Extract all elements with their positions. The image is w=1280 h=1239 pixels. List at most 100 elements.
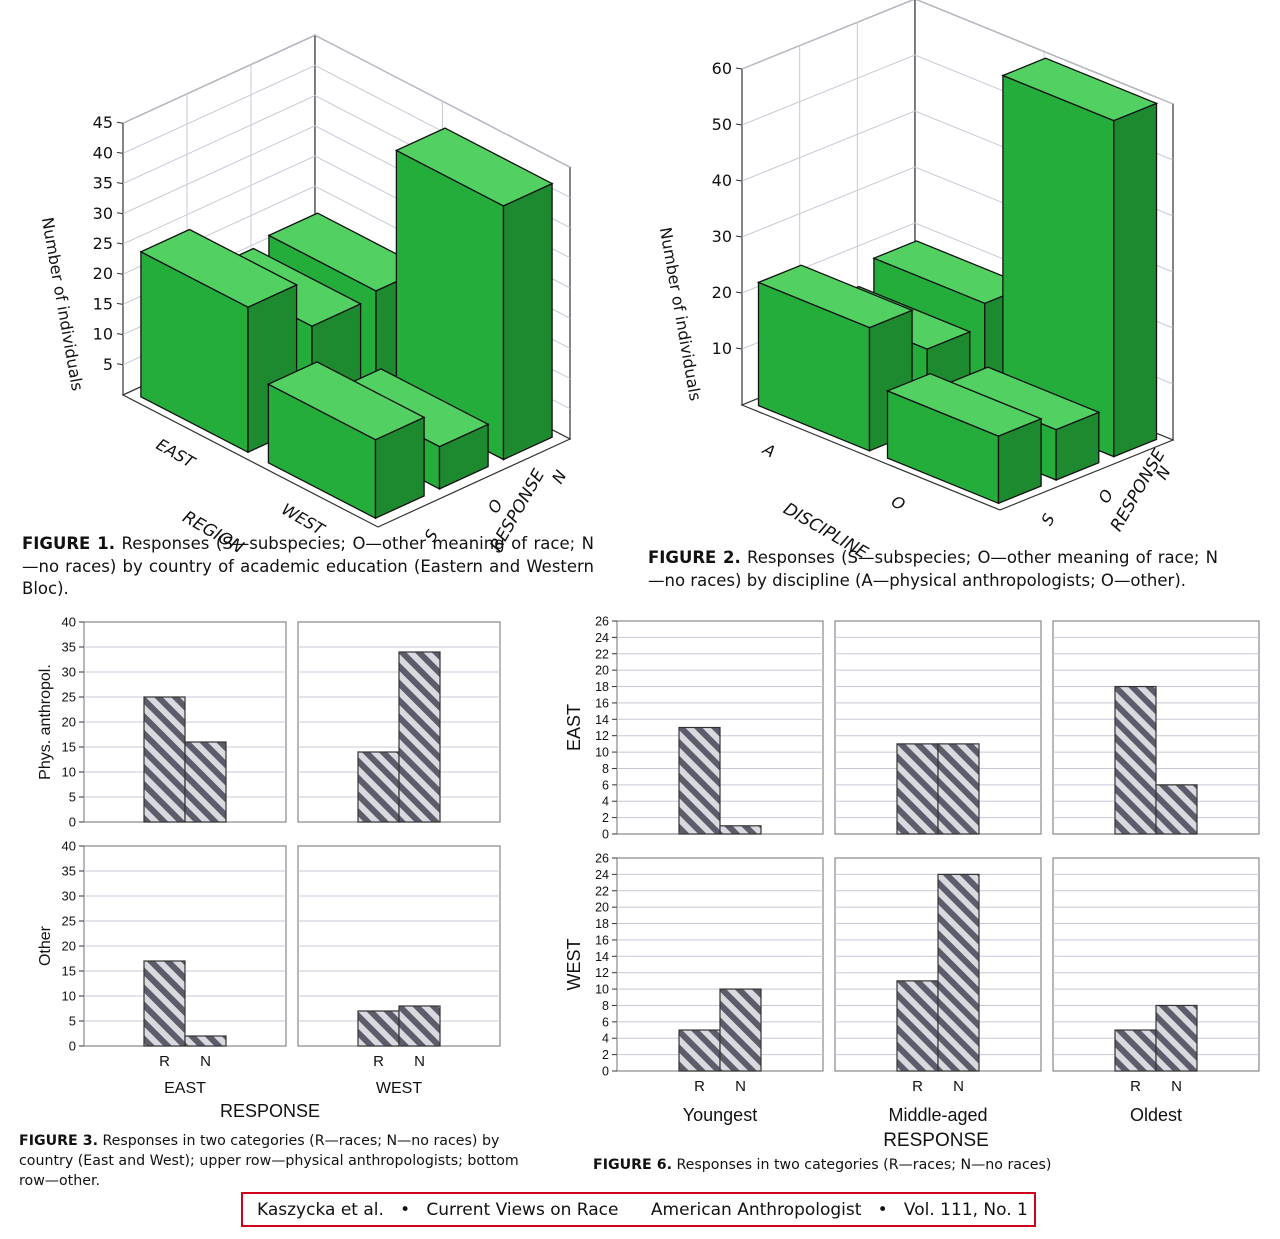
fig3-ytick-label: 15: [62, 964, 76, 979]
figure-2-text: Responses (S—subspecies; O—other meaning…: [648, 548, 1219, 590]
fig6-bar-R: [896, 743, 939, 835]
fig6-ytick-label: 10: [595, 746, 609, 760]
fig6-bar-N: [1155, 784, 1198, 835]
fig2-z-tick-label: S: [1037, 510, 1059, 528]
fig6-ytick-label: 14: [595, 713, 609, 727]
fig1-ytick: [116, 242, 124, 245]
fig1-ytick: [116, 363, 124, 366]
fig1-ytick-label: 15: [93, 294, 113, 313]
fig6-bar-N: [719, 825, 762, 835]
fig6-ytick-label: 0: [602, 1065, 609, 1079]
fig3-ytick-label: 30: [62, 889, 76, 904]
fig3-ytick-label: 10: [62, 765, 76, 780]
fig3-ytick-label: 20: [62, 939, 76, 954]
fig3-ytick-label: 35: [62, 864, 76, 879]
fig6-x-category-label: R: [694, 1078, 705, 1095]
fig2-ytick: [735, 179, 743, 182]
fig3-x-category-label: R: [159, 1053, 170, 1070]
figure-1-text: Responses (S—subspecies; O—other meaning…: [22, 534, 595, 598]
fig3-ytick-label: 25: [62, 914, 76, 929]
fig6-bar-R: [1114, 1029, 1157, 1072]
fig2-ytick-label: 40: [712, 171, 732, 190]
fig3-ytick-label: 0: [69, 1039, 76, 1054]
footer-authors: Kaszycka et al.: [257, 1199, 384, 1220]
fig6-ytick-label: 14: [595, 950, 609, 964]
fig2-y-axis-label: Number of individuals: [656, 226, 705, 402]
fig6-x-category-label: R: [912, 1078, 923, 1095]
fig3-panel: [79, 621, 287, 823]
fig6-ytick-label: 2: [602, 1048, 609, 1062]
fig6-ytick-label: 18: [595, 680, 609, 694]
fig6-bar-N: [937, 743, 980, 835]
fig1-bar-side: [502, 182, 553, 461]
fig2-bar-top: [756, 264, 914, 329]
fig1-ytick: [116, 302, 124, 305]
fig1-chart: [116, 34, 572, 528]
fig3-x-category-label: N: [414, 1053, 425, 1070]
fig6-row-label: EAST: [564, 704, 584, 751]
citation-footer: Kaszycka et al. • Current Views on Race …: [241, 1192, 1036, 1227]
fig1-y-axis-label: Number of individuals: [38, 216, 87, 392]
fig6-ytick-label: 26: [595, 615, 609, 629]
fig2-bar: [756, 264, 914, 452]
fig6-panel: [612, 620, 824, 835]
footer-volume: Vol. 111, No. 1: [903, 1199, 1028, 1220]
fig3-ytick-label: 10: [62, 989, 76, 1004]
fig6-bar-N: [1155, 1004, 1198, 1072]
fig2-x-tick-label: A: [759, 439, 779, 461]
fig3-panel: [297, 621, 501, 823]
fig1-x-tick-label: EAST: [153, 435, 199, 473]
fig6-col-label: Middle-aged: [888, 1105, 987, 1125]
fig2-ytick-label: 50: [712, 115, 732, 134]
fig1-ytick-label: 45: [93, 113, 113, 132]
figure-6-caption: FIGURE 6. Responses in two categories (R…: [593, 1155, 1153, 1175]
fig3-col-label: EAST: [164, 1080, 206, 1097]
fig1-ytick: [116, 121, 124, 124]
fig1-ytick-label: 40: [93, 143, 113, 162]
fig6-ytick-label: 2: [602, 811, 609, 825]
fig2-ytick: [735, 123, 743, 126]
fig6-ytick-label: 24: [595, 868, 609, 882]
fig2-bar-side: [1113, 102, 1158, 458]
fig6-ytick-label: 4: [602, 1032, 609, 1046]
fig6-row-label: WEST: [564, 938, 584, 990]
fig1-z-tick-label: O: [484, 496, 507, 516]
fig2-ytick: [735, 67, 743, 70]
fig1-ytick-label: 35: [93, 174, 113, 193]
fig1-ytick-label: 30: [93, 204, 113, 223]
fig2-ytick: [735, 291, 743, 294]
fig3-ytick-label: 40: [62, 839, 76, 854]
fig1-ytick-label: 25: [93, 234, 113, 253]
fig2-chart: [735, 0, 1175, 511]
fig3-ytick-label: 40: [62, 615, 76, 630]
fig3-ytick-label: 25: [62, 690, 76, 705]
fig6-col-label: Oldest: [1130, 1105, 1182, 1125]
fig1-ytick-label: 20: [93, 264, 113, 283]
fig2-ytick-label: 30: [712, 227, 732, 246]
fig2-ytick: [735, 235, 743, 238]
fig1-ytick: [116, 182, 124, 185]
fig6-chart: [612, 620, 1260, 1072]
fig1-ytick-label: 10: [93, 325, 113, 344]
fig6-x-category-label: N: [953, 1078, 964, 1095]
fig6-ytick-label: 20: [595, 901, 609, 915]
fig1-bar: [266, 361, 426, 520]
figure-3-label: FIGURE 3.: [19, 1133, 98, 1149]
fig6-bar-N: [937, 873, 980, 1072]
fig2-bar-top: [1001, 57, 1159, 122]
fig2-x-tick-label: O: [888, 492, 908, 515]
fig6-ytick-label: 12: [595, 729, 609, 743]
fig3-ytick-label: 5: [69, 1014, 76, 1029]
fig6-ytick-label: 24: [595, 631, 609, 645]
fig3-x-category-label: N: [200, 1053, 211, 1070]
fig2-bar: [1001, 57, 1159, 458]
fig3-ytick-label: 0: [69, 815, 76, 830]
fig3-ytick-label: 20: [62, 715, 76, 730]
figure-3-text: Responses in two categories (R—races; N—…: [19, 1133, 519, 1189]
fig3-panel: [297, 845, 501, 1047]
fig6-ytick-label: 6: [602, 1015, 609, 1029]
fig3-bar-N: [184, 1035, 227, 1047]
fig1-ytick: [116, 333, 124, 336]
figure-1-caption: FIGURE 1. Responses (S—subspecies; O—oth…: [22, 533, 594, 601]
